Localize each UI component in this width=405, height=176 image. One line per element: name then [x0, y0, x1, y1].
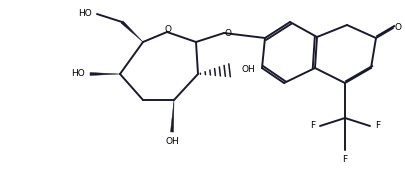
Text: O: O — [394, 24, 401, 33]
Text: HO: HO — [71, 70, 85, 78]
Polygon shape — [121, 21, 143, 42]
Text: F: F — [341, 155, 347, 164]
Text: OH: OH — [165, 137, 179, 146]
Text: HO: HO — [78, 10, 92, 18]
Text: F: F — [309, 121, 314, 130]
Text: OH: OH — [241, 65, 255, 74]
Text: O: O — [224, 29, 231, 37]
Text: F: F — [374, 121, 379, 130]
Polygon shape — [170, 100, 174, 132]
Text: O: O — [164, 26, 171, 34]
Polygon shape — [90, 73, 120, 76]
